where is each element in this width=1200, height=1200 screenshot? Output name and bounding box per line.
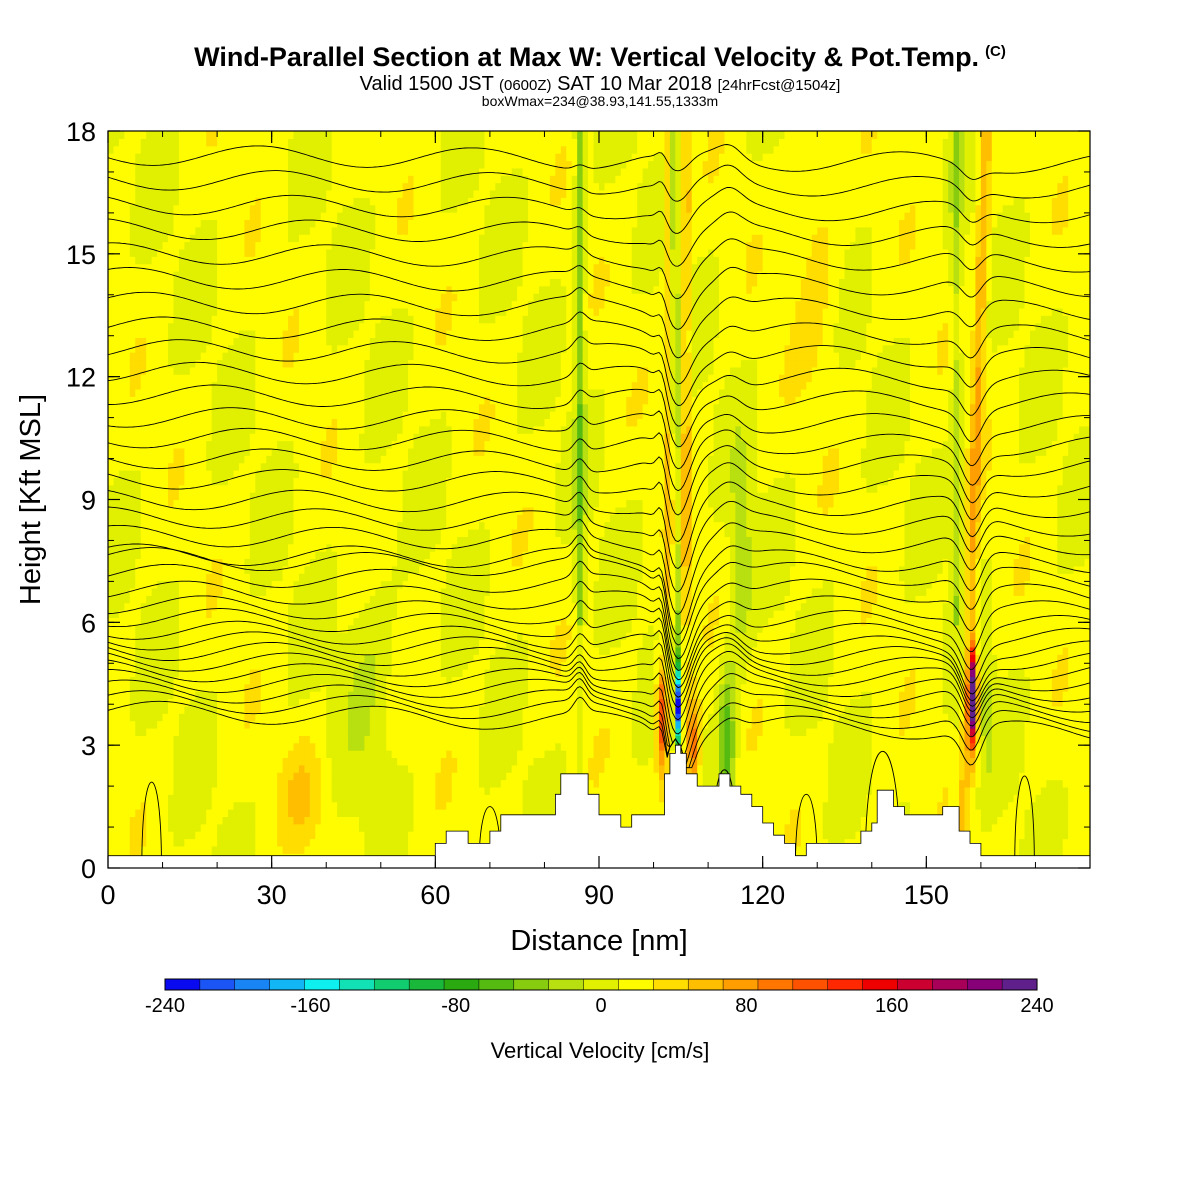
theta-contour	[108, 668, 1090, 759]
colorbar-tick-label: 240	[1020, 995, 1053, 1017]
theta-contour	[108, 481, 1090, 570]
colorbar-swatch	[443, 978, 480, 991]
terrain	[107, 744, 1091, 869]
y-axis-label: Height [Kft MSL]	[15, 394, 47, 605]
colorbar-swatch	[862, 978, 899, 991]
theta-contour	[108, 678, 1090, 765]
colorbar-swatch	[687, 978, 724, 991]
colorbar-swatch	[618, 978, 654, 991]
theta-contour-low	[794, 794, 818, 868]
theta-contour	[108, 144, 1090, 180]
colorbar-swatch	[304, 978, 340, 991]
colorbar-label: Vertical Velocity [cm/s]	[490, 1038, 710, 1063]
x-tick-label: 60	[420, 880, 450, 910]
theta-contour	[108, 384, 1090, 448]
theta-contour	[108, 265, 1090, 330]
theta-contour	[108, 427, 1090, 492]
colorbar-swatch	[722, 978, 759, 991]
theta-contour	[108, 336, 1090, 406]
y-tick-label: 9	[81, 486, 96, 516]
valid-time-line: Valid 1500 JST (0600Z) SAT 10 Mar 2018 […	[359, 73, 841, 95]
x-tick-label: 0	[100, 880, 115, 910]
y-tick-label: 0	[81, 854, 96, 884]
theta-contour	[108, 534, 1090, 636]
theta-contour	[108, 620, 1090, 698]
colorbar-tick-label: -160	[290, 995, 330, 1017]
theta-contours	[108, 144, 1090, 868]
colorbar-tick-label: 160	[875, 995, 908, 1017]
x-tick-label: 120	[740, 880, 785, 910]
x-tick-label: 150	[904, 880, 949, 910]
colorbar-swatch	[897, 978, 933, 991]
theta-contour	[108, 211, 1090, 267]
colorbar: -240 -160 -80 0 80 160 240	[145, 978, 1054, 1017]
colorbar-frame	[164, 978, 1038, 991]
colorbar-swatch	[339, 978, 375, 991]
colorbar-swatch	[583, 978, 619, 991]
axes: 0 30 60 90 120 150 0 3 6 9 12 15 18 Distance [nm] Heig…	[15, 117, 1091, 957]
y-tick-label: 15	[66, 240, 96, 270]
colorbar-swatch	[966, 978, 1003, 991]
colorbar-swatch	[234, 978, 271, 991]
colorbar-tick-label: -240	[145, 995, 185, 1017]
theta-contour	[108, 238, 1090, 300]
theta-contour	[108, 642, 1090, 721]
y-tick-label: 12	[66, 363, 96, 393]
theta-contour	[108, 445, 1090, 516]
theta-contour	[108, 518, 1090, 615]
velocity-field	[108, 131, 1090, 868]
colorbar-swatch	[269, 978, 306, 991]
theta-contour-low	[141, 781, 162, 868]
theta-contour	[108, 560, 1090, 660]
theta-contour	[108, 580, 1090, 671]
theta-contour	[108, 631, 1090, 708]
theta-contour	[108, 361, 1090, 427]
colorbar-swatch	[548, 978, 585, 991]
theta-contour	[108, 651, 1090, 735]
x-tick-label: 90	[584, 880, 614, 910]
theta-contour-low	[1014, 775, 1035, 868]
colorbar-swatch	[408, 978, 445, 991]
y-tick-label: 18	[66, 117, 96, 147]
theta-contour	[108, 407, 1090, 470]
theta-contour	[108, 608, 1090, 689]
colorbar-tick-label: -80	[441, 995, 470, 1017]
y-tick-label: 3	[81, 731, 96, 761]
x-tick-label: 30	[257, 880, 287, 910]
colorbar-swatch	[199, 978, 236, 991]
theta-contour	[108, 287, 1090, 359]
colorbar-swatch	[757, 978, 794, 991]
theta-contour	[108, 164, 1090, 202]
x-axis-label: Distance [nm]	[510, 925, 687, 957]
colorbar-swatch	[932, 978, 968, 991]
theta-contour	[108, 186, 1090, 234]
colorbar-swatch	[653, 978, 689, 991]
colorbar-swatch	[164, 978, 201, 991]
colorbar-swatch	[792, 978, 829, 991]
theta-contour	[108, 500, 1090, 593]
colorbar-swatch	[478, 978, 515, 991]
copyright-mark: (C)	[985, 43, 1006, 60]
colorbar-swatch	[1001, 978, 1038, 991]
theta-contour	[108, 659, 1090, 748]
colorbar-tick-label: 0	[595, 995, 606, 1017]
colorbar-swatch	[374, 978, 410, 991]
theta-contour	[108, 696, 1090, 769]
colorbar-tick-label: 80	[735, 995, 757, 1017]
theta-contour	[108, 542, 1090, 646]
colorbar-swatch	[513, 978, 550, 991]
theta-contour	[108, 311, 1090, 385]
theta-contour	[108, 462, 1090, 543]
y-tick-label: 6	[81, 608, 96, 638]
chart-title: Wind-Parallel Section at Max W: Vertical…	[194, 42, 1006, 72]
colorbar-swatch	[827, 978, 864, 991]
theta-contour	[108, 686, 1090, 769]
theta-contour	[108, 595, 1090, 681]
box-info-line: boxWmax=234@38.93,141.55,1333m	[481, 93, 719, 109]
